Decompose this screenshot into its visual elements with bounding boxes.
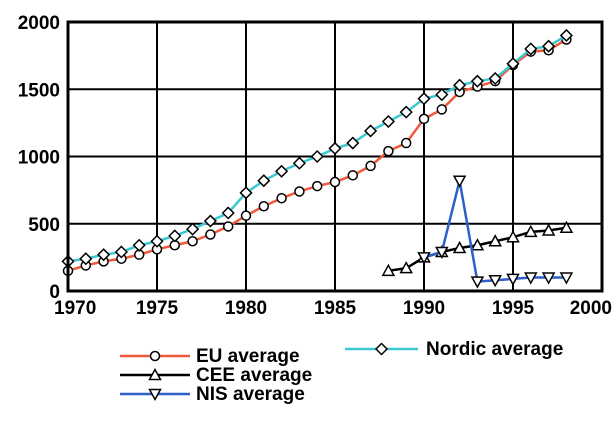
data-point bbox=[488, 71, 502, 86]
legend-item: EU average bbox=[120, 346, 300, 367]
data-point bbox=[347, 170, 359, 181]
data-point bbox=[417, 252, 431, 265]
legend-marker bbox=[148, 367, 162, 381]
series-line bbox=[67, 34, 568, 263]
data-point bbox=[328, 141, 342, 155]
data-point bbox=[346, 136, 360, 150]
x-tick-label: 1970 bbox=[54, 298, 96, 319]
y-tick-label: 1000 bbox=[18, 148, 60, 169]
data-point bbox=[79, 252, 93, 266]
data-point bbox=[205, 229, 216, 240]
data-point bbox=[399, 261, 413, 274]
data-point bbox=[257, 174, 271, 188]
data-point bbox=[470, 276, 485, 289]
legend-item: CEE average bbox=[120, 365, 312, 386]
data-point bbox=[258, 201, 270, 212]
y-tick-label: 2000 bbox=[18, 13, 60, 34]
data-point bbox=[114, 245, 128, 259]
series-cee-average bbox=[381, 220, 574, 277]
legend-item: NIS average bbox=[120, 384, 305, 405]
data-point bbox=[524, 42, 538, 56]
data-point bbox=[452, 175, 467, 188]
data-point bbox=[168, 229, 182, 243]
axis-ticks: 1970 1975 1980 1985 1990 1995 2000 0 500 1000 1500… bbox=[18, 13, 612, 319]
data-point bbox=[381, 263, 396, 277]
data-point bbox=[488, 234, 502, 247]
data-point bbox=[364, 124, 378, 138]
data-point bbox=[222, 221, 234, 232]
data-point bbox=[203, 214, 217, 228]
data-point bbox=[186, 222, 200, 236]
x-tick-label: 1985 bbox=[314, 298, 357, 319]
data-point bbox=[506, 230, 520, 243]
y-tick-label: 500 bbox=[28, 215, 60, 236]
data-point bbox=[150, 234, 164, 248]
data-point bbox=[381, 114, 395, 129]
data-point bbox=[383, 145, 394, 157]
y-tick-label: 1500 bbox=[18, 80, 60, 101]
data-point bbox=[453, 78, 467, 92]
data-point bbox=[559, 272, 574, 285]
data-point bbox=[221, 206, 235, 220]
data-point bbox=[506, 273, 520, 286]
y-tick-label: 0 bbox=[49, 282, 60, 303]
series-nordic-average bbox=[61, 28, 573, 268]
plot-frame bbox=[66, 20, 604, 293]
x-tick-label: 1975 bbox=[136, 298, 179, 319]
data-point bbox=[329, 176, 341, 188]
legend-label: NIS average bbox=[196, 384, 305, 405]
x-tick-label: 2000 bbox=[570, 298, 612, 319]
data-point bbox=[187, 235, 198, 247]
data-point bbox=[470, 74, 484, 88]
legend-item: Nordic average bbox=[345, 339, 563, 360]
data-point bbox=[418, 113, 430, 125]
data-point bbox=[97, 248, 111, 262]
data-point bbox=[452, 240, 467, 254]
data-point bbox=[506, 57, 520, 71]
data-point bbox=[239, 186, 253, 200]
data-point bbox=[541, 223, 556, 236]
grid bbox=[67, 21, 603, 292]
data-point bbox=[435, 246, 449, 260]
data-point bbox=[542, 39, 556, 53]
data-point bbox=[436, 104, 448, 115]
data-point bbox=[240, 210, 252, 221]
data-point bbox=[435, 88, 449, 102]
data-point bbox=[559, 28, 573, 43]
data-point bbox=[294, 186, 305, 197]
data-point bbox=[275, 164, 289, 178]
data-point bbox=[559, 220, 574, 234]
data-point bbox=[365, 160, 376, 172]
legend-marker bbox=[148, 388, 162, 402]
data-point bbox=[470, 238, 485, 251]
data-point bbox=[276, 192, 287, 204]
data-point bbox=[488, 274, 502, 288]
series-nis-average bbox=[417, 175, 574, 289]
legend-label: Nordic average bbox=[426, 339, 563, 360]
data-point bbox=[399, 105, 413, 119]
legend-marker bbox=[149, 350, 161, 362]
data-point bbox=[292, 156, 306, 170]
x-tick-label: 1995 bbox=[492, 298, 535, 319]
series bbox=[61, 28, 574, 289]
data-point bbox=[132, 238, 146, 252]
legend-marker bbox=[374, 342, 389, 356]
x-tick-label: 1980 bbox=[225, 298, 267, 319]
legend-label: EU average bbox=[196, 346, 300, 367]
data-point bbox=[524, 272, 538, 285]
data-point bbox=[310, 149, 324, 164]
data-point bbox=[400, 137, 412, 149]
data-point bbox=[524, 224, 538, 238]
data-point bbox=[541, 272, 556, 285]
x-tick-label: 1990 bbox=[403, 298, 445, 319]
data-point bbox=[417, 92, 431, 106]
legend-label: CEE average bbox=[196, 365, 312, 386]
data-point bbox=[311, 180, 323, 192]
